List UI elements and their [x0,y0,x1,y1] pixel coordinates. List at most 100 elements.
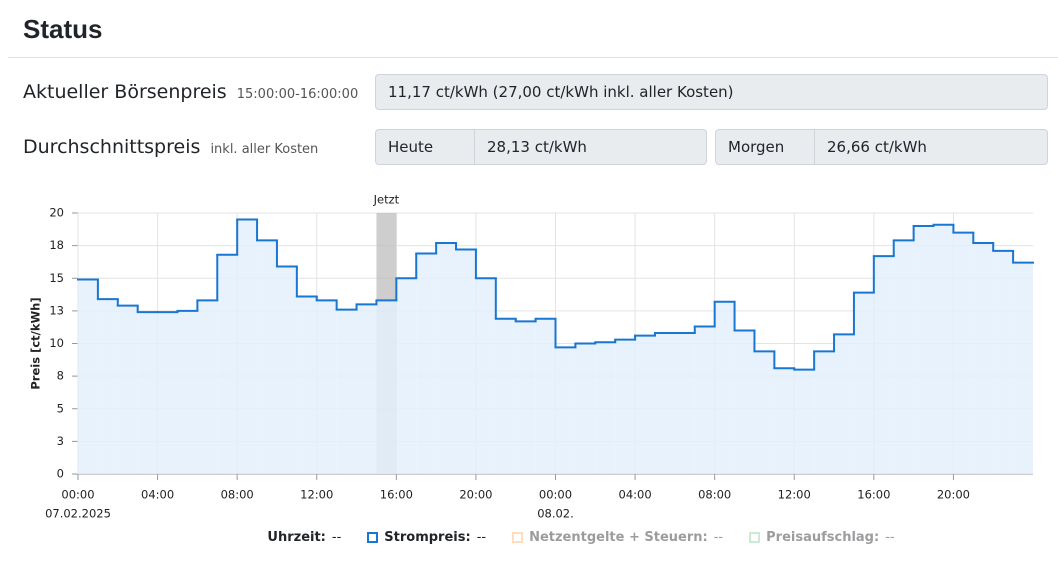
area-step [137,312,158,474]
x-tick-label: 04:00 [619,488,652,502]
area-step [316,300,337,474]
divider [8,57,1058,58]
legend-swatch [367,532,379,543]
legend-value: -- [331,530,342,545]
area-step [117,305,138,474]
x-tick-label: 16:00 [857,488,890,502]
y-tick-label: 15 [49,271,64,285]
x-tick-label: 08:00 [698,488,731,502]
x-tick-label: 12:00 [778,488,811,502]
legend-item[interactable]: Netzentgelte + Steuern: -- [512,530,723,545]
area-step [953,232,974,474]
area-step [913,226,934,474]
area-step [694,326,715,474]
x-tick-label: 12:00 [300,488,333,502]
area-step [356,304,377,474]
x-tick-label: 20:00 [937,488,970,502]
y-tick-label: 5 [57,401,64,415]
area-step [157,312,178,474]
legend-value: -- [476,530,487,545]
area-step [615,339,636,474]
area-step [495,318,516,474]
area-step [475,278,496,474]
tomorrow-label: Morgen [728,138,785,156]
area-step [993,250,1014,474]
x-date-label: 07.02.2025 [45,507,111,521]
y-tick-label: 0 [57,467,64,481]
area-step [257,240,277,474]
legend-label: Netzentgelte + Steuern: [529,530,708,545]
current-price-box: 11,17 ct/kWh (27,00 ct/kWh inkl. aller K… [375,74,1048,110]
today-box: Heute 28,13 ct/kWh [375,129,707,165]
area-step [595,342,616,474]
area-step [436,243,457,474]
area-step [197,300,218,474]
page-title: Status [23,14,103,44]
legend-label: Uhrzeit: [267,530,326,545]
area-step [376,300,397,474]
legend-label: Preisaufschlag: [766,530,880,545]
area-step [834,334,854,474]
y-axis-title: Preis [ct/kWh] [29,297,43,389]
y-tick-label: 20 [49,206,64,220]
x-date-label: 08.02. [537,507,574,521]
current-price-row: Aktueller Börsenpreis 15:00:00-16:00:00 [23,81,358,103]
y-tick-label: 8 [57,369,64,383]
area-step [873,256,894,474]
y-tick-label: 10 [49,336,64,350]
today-label: Heute [388,138,434,156]
now-label: Jetzt [373,193,400,207]
area-step [575,343,596,474]
legend-value: -- [713,530,724,545]
y-tick-label: 18 [49,238,64,252]
legend-item[interactable]: Preisaufschlag: -- [749,530,895,545]
current-price-time: 15:00:00-16:00:00 [236,87,359,102]
average-price-row: Durchschnittspreis inkl. aller Kosten [23,136,318,158]
area-step [1013,262,1033,474]
area-step [714,301,735,474]
legend-swatch [749,532,761,543]
area-step [78,279,98,474]
area-step [674,333,695,474]
area-step [555,347,576,474]
area-step [814,351,835,474]
area-step [893,240,914,474]
area-step [933,224,954,474]
area-step [635,335,655,474]
average-price-label: Durchschnittspreis [23,136,201,158]
area-step [177,310,198,474]
current-price-value: 11,17 ct/kWh (27,00 ct/kWh inkl. aller K… [388,83,734,101]
tomorrow-box: Morgen 26,66 ct/kWh [715,129,1048,165]
area-step [237,219,258,474]
area-step [336,309,357,474]
area-step [774,368,795,474]
area-step [396,278,417,474]
x-tick-label: 08:00 [221,488,254,502]
x-tick-label: 16:00 [380,488,413,502]
legend-item: Uhrzeit: -- [267,530,341,545]
legend-swatch [512,532,524,543]
y-tick-label: 13 [49,303,64,317]
area-step [654,333,675,474]
area-step [853,292,874,474]
x-tick-label: 20:00 [459,488,492,502]
legend-item[interactable]: Strompreis: -- [367,530,486,545]
area-step [416,253,437,474]
area-step [535,318,556,474]
area-step [456,249,476,474]
current-price-label: Aktueller Börsenpreis [23,81,227,103]
average-price-note: inkl. aller Kosten [210,142,319,157]
legend-label: Strompreis: [384,530,471,545]
y-tick-label: 3 [57,434,64,448]
tomorrow-value: 26,66 ct/kWh [827,138,927,156]
area-step [794,369,815,474]
legend-value: -- [885,530,895,545]
area-step [97,299,118,474]
area-step [754,351,775,474]
area-step [217,254,238,474]
today-value: 28,13 ct/kWh [487,138,587,156]
x-tick-label: 00:00 [61,488,94,502]
x-tick-label: 00:00 [539,488,572,502]
